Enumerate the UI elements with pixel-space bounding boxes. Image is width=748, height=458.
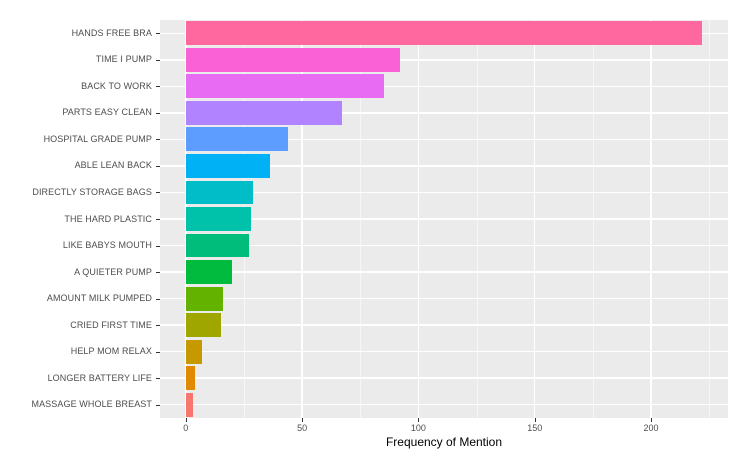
x-axis-title: Frequency of Mention	[385, 435, 503, 449]
y-tick-mark	[156, 112, 160, 114]
bar-time-i-pump	[185, 47, 400, 72]
bar-amount-milk-pumped	[185, 286, 224, 311]
row-gridline	[160, 350, 728, 353]
bar-help-mom-relax	[185, 339, 203, 364]
row-gridline	[160, 85, 728, 88]
row-gridline	[160, 377, 728, 379]
y-tick-mark	[156, 139, 160, 141]
x-tick-mark	[418, 418, 420, 422]
category-label: CRIED FIRST TIME	[70, 319, 152, 330]
row-gridline	[160, 59, 728, 61]
y-tick-mark	[156, 219, 160, 220]
y-tick-mark	[156, 351, 160, 353]
y-tick-mark	[156, 298, 160, 300]
category-label: LONGER BATTERY LIFE	[47, 372, 152, 383]
category-label: THE HARD PLASTIC	[64, 213, 152, 224]
y-tick-mark	[156, 272, 160, 274]
bar-like-babys-mouth	[185, 233, 249, 258]
row-gridline	[160, 112, 728, 114]
x-tick-label: 50	[297, 423, 308, 433]
category-label: DIRECTLY STORAGE BAGS	[32, 186, 152, 197]
y-tick-mark	[156, 245, 160, 247]
category-label: BACK TO WORK	[81, 80, 152, 91]
row-gridline	[160, 165, 728, 167]
x-tick-label: 200	[643, 423, 659, 433]
row-gridline	[160, 138, 728, 141]
row-gridline	[160, 191, 728, 194]
category-label: HANDS FREE BRA	[71, 27, 152, 38]
category-label: PARTS EASY CLEAN	[62, 107, 152, 118]
bar-massage-whole-breast	[185, 392, 193, 417]
row-gridline	[160, 297, 728, 300]
y-tick-mark	[156, 59, 160, 61]
x-tick-mark	[302, 418, 304, 422]
row-gridline	[160, 324, 728, 326]
bar-parts-easy-clean	[185, 100, 342, 125]
row-gridline	[160, 218, 728, 220]
row-gridline	[160, 403, 728, 406]
category-label: MASSAGE WHOLE BREAST	[31, 399, 152, 410]
bar-hospital-grade-pump	[185, 127, 289, 152]
x-tick-label: 100	[410, 423, 426, 433]
bar-directly-storage-bags	[185, 180, 254, 205]
x-tick-label: 0	[183, 423, 189, 433]
bar-hands-free-bra	[185, 21, 703, 46]
bar-cried-first-time	[185, 313, 221, 338]
x-tick-mark	[534, 418, 536, 422]
x-tick-mark	[185, 418, 187, 422]
y-tick-mark	[156, 404, 160, 406]
bar-a-quieter-pump	[185, 260, 233, 284]
y-tick-mark	[156, 86, 160, 88]
bar-able-lean-back	[185, 153, 270, 178]
x-tick-mark	[651, 418, 652, 422]
y-tick-mark	[156, 325, 160, 327]
x-tick-label: 150	[527, 423, 543, 433]
category-label: LIKE BABYS MOUTH	[62, 240, 152, 251]
category-label: TIME I PUMP	[95, 54, 152, 65]
bar-back-to-work	[185, 74, 384, 99]
row-gridline	[160, 244, 728, 247]
row-gridline	[160, 271, 728, 273]
bar-longer-battery-life	[185, 366, 196, 391]
category-label: ABLE LEAN BACK	[74, 160, 152, 171]
y-tick-mark	[156, 33, 160, 35]
bar-the-hard-plastic	[185, 207, 251, 231]
category-label: AMOUNT MILK PUMPED	[46, 293, 152, 304]
y-tick-mark	[156, 165, 160, 167]
y-tick-mark	[156, 192, 160, 194]
category-label: A QUIETER PUMP	[74, 266, 152, 277]
y-tick-mark	[156, 378, 160, 380]
category-label: HOSPITAL GRADE PUMP	[43, 133, 152, 144]
plot-panel	[160, 20, 728, 418]
category-label: HELP MOM RELAX	[70, 346, 152, 357]
